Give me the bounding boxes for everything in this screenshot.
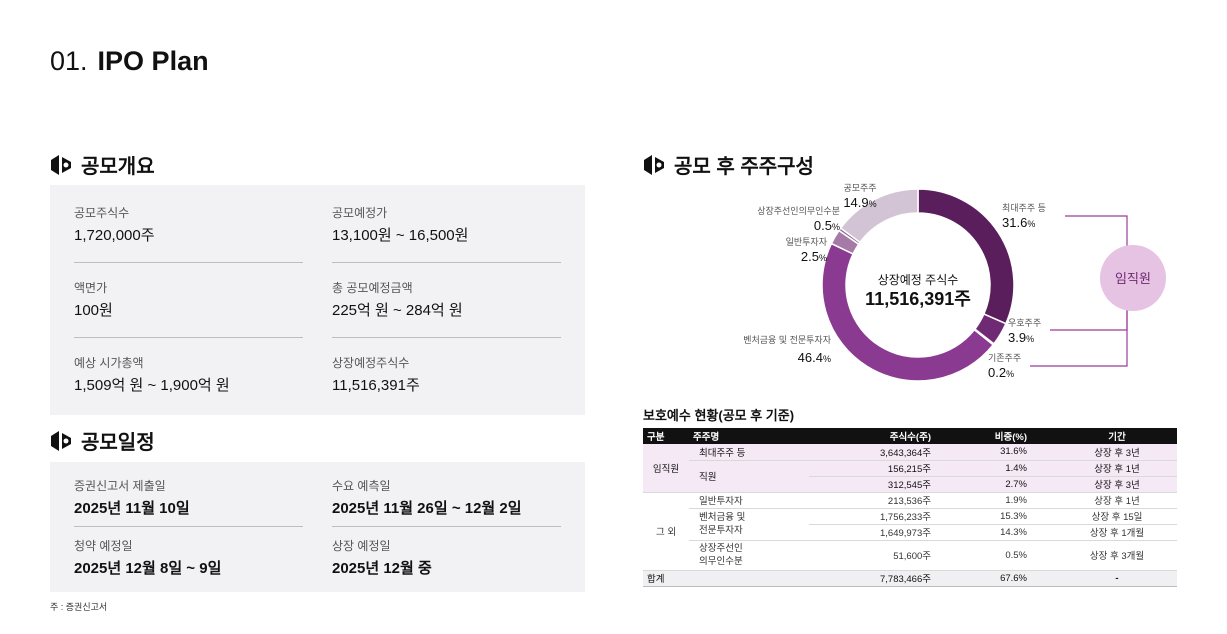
slice-label: 우호주주	[1008, 318, 1041, 328]
divider	[332, 262, 561, 263]
divider	[74, 337, 303, 338]
table-row: 벤처금융 및 전문투자자 1,756,233주 15.3% 상장 후 15일	[643, 508, 1177, 541]
slice-label: 상장주선인의무인수분	[757, 206, 840, 216]
overview-item: 예상 시가총액 1,509억 원 ~ 1,900억 원	[74, 356, 230, 394]
table-header-row: 구분 주주명 주식수(주) 비중(%) 기간	[643, 428, 1177, 444]
divider	[332, 526, 561, 527]
executive-group-label: 임직원	[1115, 271, 1151, 286]
schedule-panel: 증권신고서 제출일 2025년 11월 10일 수요 예측일 2025년 11월…	[50, 462, 585, 592]
schedule-item: 청약 예정일 2025년 12월 8일 ~ 9일	[74, 539, 222, 577]
slice-value: 2.5%	[801, 249, 827, 264]
overview-heading: 공모개요	[50, 150, 155, 179]
donut-center-value: 11,516,391주	[865, 289, 971, 309]
slice-label: 최대주주 등	[1002, 203, 1046, 213]
lockup-table: 구분 주주명 주식수(주) 비중(%) 기간 임직원 최대주주 등 3,643,…	[643, 428, 1177, 587]
shareholder-donut-chart: 상장예정 주식수 11,516,391주 임직원 최대주주 등 31.6% 우호…	[743, 183, 1166, 382]
table-row: 312,545주 2.7% 상장 후 3년	[643, 476, 1177, 493]
lockup-title: 보호예수 현황(공모 후 기준)	[643, 408, 795, 423]
slice-value: 0.5%	[814, 218, 840, 233]
group-connector-line	[1030, 310, 1128, 367]
brand-logo-icon	[51, 154, 71, 175]
slice-label: 일반투자자	[786, 237, 828, 247]
group-cell: 그 외	[643, 492, 689, 571]
divider	[74, 262, 303, 263]
page-title: 01. IPO Plan	[50, 44, 209, 78]
table-total-row: 합계 7,783,466주 67.6% -	[643, 570, 1177, 587]
shareholders-heading-text: 공모 후 주주구성	[674, 156, 814, 178]
group-connector-line	[1065, 215, 1128, 250]
overview-item: 상장예정주식수 11,516,391주	[332, 356, 420, 394]
divider	[332, 337, 561, 338]
column-header: 구분	[643, 428, 689, 444]
schedule-heading-text: 공모일정	[81, 432, 155, 454]
shareholders-heading: 공모 후 주주구성	[643, 150, 814, 179]
overview-item: 액면가 100원	[74, 281, 113, 319]
column-header: 주주명	[689, 428, 809, 444]
table-row: 그 외 일반투자자 213,536주 1.9% 상장 후 1년	[643, 492, 1177, 571]
page-number: 01.	[50, 46, 88, 76]
donut-slice-public	[839, 188, 919, 244]
footnote: 주 : 증권신고서	[50, 602, 108, 612]
brand-logo-icon	[51, 430, 71, 451]
column-header: 비중(%)	[935, 428, 1057, 444]
table-row: 1,649,973주 14.3% 상장 후 1개월	[643, 524, 1177, 541]
page-title-text: IPO Plan	[97, 46, 209, 76]
schedule-heading: 공모일정	[50, 426, 155, 455]
donut-slice-venture	[821, 242, 995, 382]
slice-value: 46.4%	[798, 350, 831, 365]
overview-item: 공모주식수 1,720,000주	[74, 206, 155, 244]
overview-heading-text: 공모개요	[81, 156, 155, 178]
brand-logo-icon	[644, 154, 664, 175]
donut-center-label: 상장예정 주식수	[878, 273, 959, 287]
group-cell: 임직원	[643, 444, 689, 493]
group-connector-line	[1050, 310, 1128, 331]
slice-value: 3.9%	[1008, 330, 1034, 345]
slice-label: 기존주주	[988, 353, 1021, 363]
slice-value: 31.6%	[1002, 215, 1035, 230]
divider	[74, 526, 303, 527]
overview-panel: 공모주식수 1,720,000주 공모예정가 13,100원 ~ 16,500원…	[50, 185, 585, 415]
table-row: 직원 156,215주 1.4% 상장 후 1년	[643, 460, 1177, 493]
executive-group-circle	[1100, 245, 1166, 311]
slice-value: 14.9%	[843, 195, 876, 210]
table-row: 임직원 최대주주 등 3,643,364주 31.6% 상장 후 3년	[643, 444, 1177, 493]
schedule-item: 수요 예측일 2025년 11월 26일 ~ 12월 2일	[332, 479, 522, 517]
column-header: 기간	[1057, 428, 1177, 444]
table-row: 상장주선인 의무인수분 51,600주 0.5% 상장 후 3개월	[643, 540, 1177, 571]
schedule-item: 상장 예정일 2025년 12월 중	[332, 539, 432, 577]
slice-value: 0.2%	[988, 365, 1014, 380]
overview-item: 총 공모예정금액 225억 원 ~ 284억 원	[332, 281, 463, 319]
slice-label: 벤처금융 및 전문투자자	[743, 334, 832, 345]
schedule-item: 증권신고서 제출일 2025년 11월 10일	[74, 479, 190, 517]
overview-item: 공모예정가 13,100원 ~ 16,500원	[332, 206, 469, 244]
slice-label: 공모주주	[843, 183, 876, 193]
column-header: 주식수(주)	[809, 428, 935, 444]
